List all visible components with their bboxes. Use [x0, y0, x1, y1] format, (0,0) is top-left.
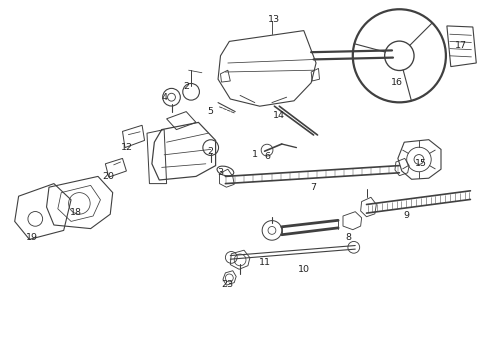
Text: 9: 9 — [404, 211, 410, 220]
Text: 10: 10 — [298, 266, 310, 274]
Text: 11: 11 — [259, 258, 270, 267]
Text: 7: 7 — [311, 183, 317, 192]
Text: 18: 18 — [70, 208, 82, 217]
Text: 14: 14 — [273, 111, 285, 120]
Text: 4: 4 — [161, 93, 167, 102]
Text: 3: 3 — [218, 168, 223, 177]
Text: 2: 2 — [208, 147, 214, 156]
Text: 1: 1 — [252, 150, 258, 159]
Text: 2: 2 — [183, 82, 189, 91]
Text: 8: 8 — [345, 233, 351, 242]
Text: 6: 6 — [264, 152, 270, 161]
Text: 12: 12 — [122, 143, 133, 152]
Text: 15: 15 — [416, 159, 427, 168]
Text: 16: 16 — [391, 78, 403, 87]
Text: 23: 23 — [222, 280, 234, 289]
Text: 17: 17 — [455, 40, 466, 49]
Text: 19: 19 — [26, 233, 38, 242]
Text: 20: 20 — [102, 172, 114, 181]
Text: 13: 13 — [269, 15, 280, 24]
Text: 5: 5 — [208, 107, 214, 116]
